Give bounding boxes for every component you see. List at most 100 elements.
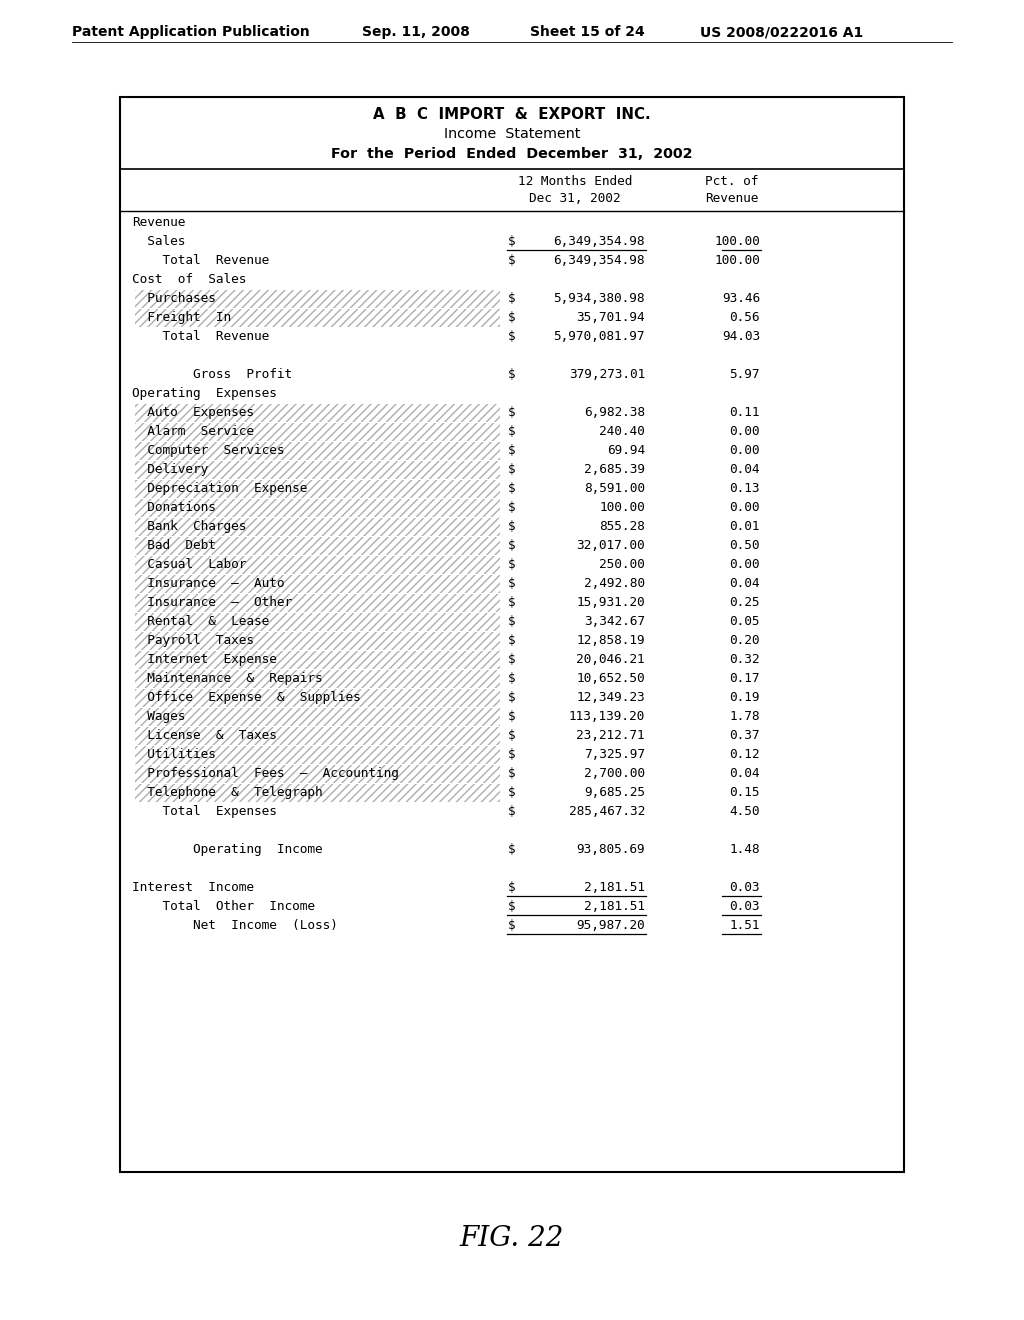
Text: Rental  &  Lease: Rental & Lease [132, 615, 269, 628]
Text: Bank  Charges: Bank Charges [132, 520, 247, 533]
Text: 0.00: 0.00 [729, 558, 760, 572]
Text: Revenue: Revenue [705, 191, 758, 205]
Text: 0.19: 0.19 [729, 690, 760, 704]
Text: 2,492.80: 2,492.80 [584, 577, 645, 590]
Text: Purchases: Purchases [132, 292, 216, 305]
Text: $: $ [508, 597, 516, 609]
Text: 0.56: 0.56 [729, 312, 760, 323]
Text: 5,934,380.98: 5,934,380.98 [554, 292, 645, 305]
Text: $: $ [508, 653, 516, 667]
Text: Insurance  —  Other: Insurance — Other [132, 597, 292, 609]
Text: 285,467.32: 285,467.32 [568, 805, 645, 818]
Text: $: $ [508, 425, 516, 438]
Bar [135, 651, 500, 669]
Text: $: $ [508, 843, 516, 855]
Text: 35,701.94: 35,701.94 [577, 312, 645, 323]
Text: $: $ [508, 330, 516, 343]
Text: 0.01: 0.01 [729, 520, 760, 533]
Text: 0.03: 0.03 [729, 900, 760, 913]
Text: 0.50: 0.50 [729, 539, 760, 552]
Text: 0.13: 0.13 [729, 482, 760, 495]
Text: Sales: Sales [132, 235, 185, 248]
Bar [135, 784, 500, 803]
Text: Telephone  &  Telegraph: Telephone & Telegraph [132, 785, 323, 799]
Text: $: $ [508, 729, 516, 742]
Bar [135, 612, 500, 631]
Text: 0.04: 0.04 [729, 463, 760, 477]
Text: $: $ [508, 767, 516, 780]
Text: 855.28: 855.28 [599, 520, 645, 533]
Text: 10,652.50: 10,652.50 [577, 672, 645, 685]
Text: FIG. 22: FIG. 22 [460, 1225, 564, 1251]
Text: 2,181.51: 2,181.51 [584, 880, 645, 894]
Text: $: $ [508, 577, 516, 590]
Text: Bad  Debt: Bad Debt [132, 539, 216, 552]
Text: $: $ [508, 312, 516, 323]
Bar [135, 290, 500, 308]
Text: Alarm  Service: Alarm Service [132, 425, 254, 438]
Text: Interest  Income: Interest Income [132, 880, 254, 894]
Text: 23,212.71: 23,212.71 [577, 729, 645, 742]
Text: 4.50: 4.50 [729, 805, 760, 818]
Text: Wages: Wages [132, 710, 185, 723]
Text: License  &  Taxes: License & Taxes [132, 729, 276, 742]
Text: 1.78: 1.78 [729, 710, 760, 723]
Bar [135, 309, 500, 327]
Text: Operating  Income: Operating Income [132, 843, 323, 855]
Text: $: $ [508, 558, 516, 572]
Text: Payroll  Taxes: Payroll Taxes [132, 634, 254, 647]
Text: 0.20: 0.20 [729, 634, 760, 647]
Text: 0.04: 0.04 [729, 767, 760, 780]
Text: $: $ [508, 634, 516, 647]
Bar [135, 632, 500, 649]
Text: Sep. 11, 2008: Sep. 11, 2008 [362, 25, 470, 40]
Text: 12 Months Ended: 12 Months Ended [518, 176, 632, 187]
Text: $: $ [508, 502, 516, 513]
Bar [135, 480, 500, 498]
Text: 69.94: 69.94 [607, 444, 645, 457]
Text: 3,342.67: 3,342.67 [584, 615, 645, 628]
Text: $: $ [508, 672, 516, 685]
Text: 12,858.19: 12,858.19 [577, 634, 645, 647]
Text: $: $ [508, 690, 516, 704]
Text: Sheet 15 of 24: Sheet 15 of 24 [530, 25, 645, 40]
Text: $: $ [508, 463, 516, 477]
Bar [135, 499, 500, 517]
Text: $: $ [508, 919, 516, 932]
Text: $: $ [508, 235, 516, 248]
Text: 6,982.38: 6,982.38 [584, 407, 645, 418]
Bar [135, 461, 500, 479]
Text: Dec 31, 2002: Dec 31, 2002 [529, 191, 621, 205]
Text: 2,685.39: 2,685.39 [584, 463, 645, 477]
Text: Total  Expenses: Total Expenses [132, 805, 276, 818]
Text: 5.97: 5.97 [729, 368, 760, 381]
Text: A  B  C  IMPORT  &  EXPORT  INC.: A B C IMPORT & EXPORT INC. [373, 107, 651, 121]
Text: $: $ [508, 253, 516, 267]
Text: Computer  Services: Computer Services [132, 444, 285, 457]
Text: Office  Expense  &  Supplies: Office Expense & Supplies [132, 690, 360, 704]
Text: $: $ [508, 407, 516, 418]
Text: $: $ [508, 444, 516, 457]
Text: Donations: Donations [132, 502, 216, 513]
Text: $: $ [508, 805, 516, 818]
Bar [135, 404, 500, 422]
Text: 379,273.01: 379,273.01 [568, 368, 645, 381]
Text: Operating  Expenses: Operating Expenses [132, 387, 276, 400]
Text: 7,325.97: 7,325.97 [584, 748, 645, 762]
Text: Gross  Profit: Gross Profit [132, 368, 292, 381]
Text: 0.04: 0.04 [729, 577, 760, 590]
Text: $: $ [508, 710, 516, 723]
Text: $: $ [508, 292, 516, 305]
Text: $: $ [508, 368, 516, 381]
Text: 0.03: 0.03 [729, 880, 760, 894]
Text: 93.46: 93.46 [722, 292, 760, 305]
Text: 100.00: 100.00 [599, 502, 645, 513]
Bar [135, 727, 500, 744]
Text: Utilities: Utilities [132, 748, 216, 762]
Text: 100.00: 100.00 [715, 253, 760, 267]
Bar [135, 442, 500, 459]
Text: $: $ [508, 900, 516, 913]
Text: 32,017.00: 32,017.00 [577, 539, 645, 552]
Text: Pct. of: Pct. of [705, 176, 758, 187]
Text: 12,349.23: 12,349.23 [577, 690, 645, 704]
